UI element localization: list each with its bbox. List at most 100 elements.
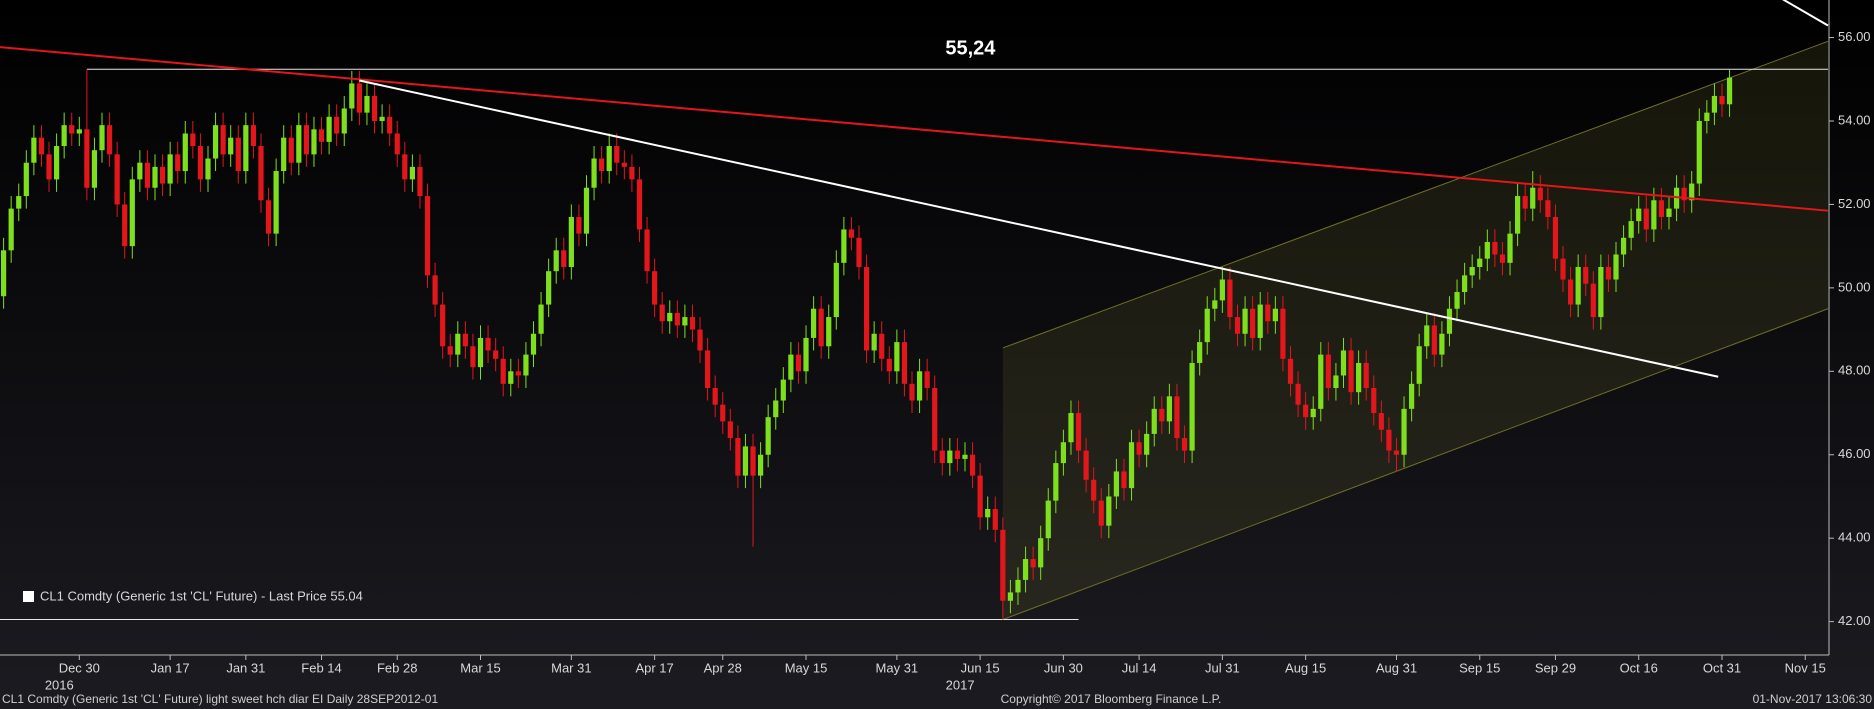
y-tick-label: 48.00 xyxy=(1838,363,1871,378)
candle-body xyxy=(1325,354,1331,388)
candle-body xyxy=(916,371,923,401)
candle-body xyxy=(954,450,961,459)
candle-body xyxy=(1666,208,1672,217)
candle-body xyxy=(1696,120,1702,184)
candle-body xyxy=(636,179,643,230)
candle-body xyxy=(659,304,665,322)
candle-body xyxy=(939,450,945,464)
x-tick-label: May 15 xyxy=(785,660,828,675)
candle-body xyxy=(1121,471,1127,489)
candle-body xyxy=(1567,279,1574,305)
candle-body xyxy=(1000,529,1006,601)
candle-body xyxy=(727,421,733,439)
candle-body xyxy=(909,383,915,401)
candle-body xyxy=(1530,187,1536,209)
candle-body xyxy=(538,304,544,334)
candle-body xyxy=(212,125,219,159)
candle-body xyxy=(288,137,294,163)
candle-body xyxy=(1045,500,1051,539)
candle-body xyxy=(1212,300,1218,309)
candle-body xyxy=(1257,304,1263,338)
x-tick-label: Feb 28 xyxy=(377,660,417,675)
candle-body xyxy=(1098,500,1104,526)
y-tick-label: 46.00 xyxy=(1838,446,1871,461)
candle-body xyxy=(1454,292,1460,309)
candle-body xyxy=(228,137,234,155)
x-tick-label: Jan 17 xyxy=(151,660,190,675)
candle-body xyxy=(810,308,817,338)
candle-body xyxy=(1250,308,1256,338)
candle-body xyxy=(1038,538,1044,568)
candle-body xyxy=(652,271,658,305)
channel-upper xyxy=(1002,40,1829,349)
candle-body xyxy=(1204,308,1210,343)
candle-body xyxy=(1446,308,1453,334)
candle-body xyxy=(493,350,499,359)
plot-area xyxy=(0,0,1829,621)
candle-body xyxy=(644,229,650,272)
candle-body xyxy=(61,125,67,147)
candle-body xyxy=(546,271,552,305)
x-tick-label: Jun 15 xyxy=(961,660,1000,675)
candle-body xyxy=(1053,463,1059,501)
candle-body xyxy=(8,208,14,251)
candle-body xyxy=(1303,404,1309,418)
x-tick-label: Apr 28 xyxy=(704,660,742,675)
candle-body xyxy=(788,354,794,380)
trend-line xyxy=(0,46,1829,212)
footer-left: CL1 Comdty (Generic 1st 'CL' Future) lig… xyxy=(2,692,438,706)
y-tick-label: 54.00 xyxy=(1838,112,1871,127)
candle-body xyxy=(356,83,362,113)
candle-body xyxy=(349,83,355,109)
candle-body xyxy=(462,333,468,347)
candle-body xyxy=(818,308,824,347)
candle-body xyxy=(1620,237,1627,255)
candle-body xyxy=(500,358,506,384)
candle-body xyxy=(1371,387,1377,414)
candle-body xyxy=(1575,267,1581,305)
candle-body xyxy=(76,129,82,134)
candle-body xyxy=(553,250,559,272)
candle-body xyxy=(568,216,574,268)
candle-body xyxy=(591,158,597,188)
candle-body xyxy=(1492,241,1498,255)
candle-body xyxy=(1393,450,1400,455)
candle-body xyxy=(417,166,423,197)
candle-body xyxy=(1227,279,1233,318)
candle-body xyxy=(1128,442,1135,489)
candle-body xyxy=(394,133,400,155)
legend-swatch xyxy=(23,591,34,602)
candle-body xyxy=(311,129,317,155)
candle-body xyxy=(1469,267,1475,276)
candle-body xyxy=(1197,342,1203,363)
candle-body xyxy=(1704,112,1710,121)
candle-body xyxy=(879,333,885,359)
candle-body xyxy=(576,216,582,234)
candle-body xyxy=(1507,233,1513,263)
year-label: 2017 xyxy=(946,677,975,692)
candle-body xyxy=(409,166,415,180)
candle-body xyxy=(932,387,938,451)
candle-body xyxy=(1719,95,1725,105)
trend-line xyxy=(1782,0,1829,27)
x-tick-label: Aug 31 xyxy=(1376,660,1417,675)
candle-body xyxy=(1605,267,1612,280)
candle-body xyxy=(848,229,855,238)
x-tick-label: Mar 31 xyxy=(551,660,591,675)
candle-body xyxy=(886,358,892,372)
channel-fill xyxy=(1002,41,1828,620)
candle-body xyxy=(1363,362,1369,388)
candle-body xyxy=(1136,442,1142,455)
candle-body xyxy=(197,146,204,180)
candle-body xyxy=(1068,413,1074,443)
y-tick-label: 44.00 xyxy=(1838,530,1871,545)
candle-body xyxy=(1537,187,1543,201)
candle-body xyxy=(387,116,393,134)
candle-body xyxy=(1356,362,1362,393)
candle-body xyxy=(583,187,590,234)
candle-body xyxy=(129,179,135,247)
candle-body xyxy=(1522,196,1528,209)
y-tick-label: 56.00 xyxy=(1838,29,1871,44)
